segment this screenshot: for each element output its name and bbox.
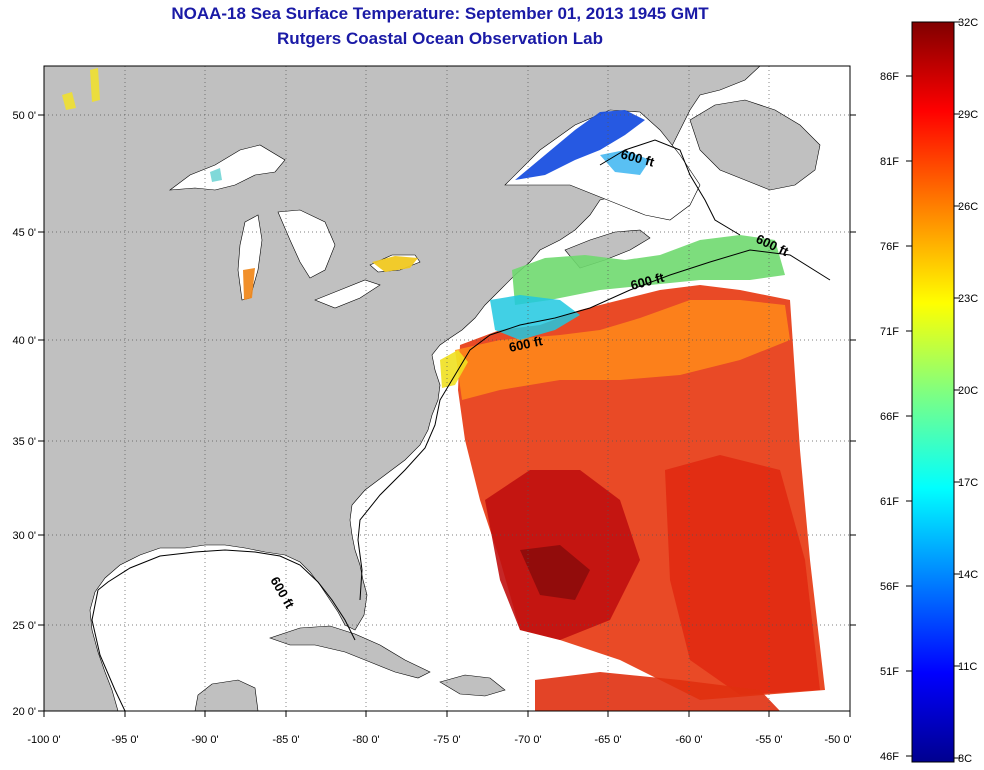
colorbar-fahrenheit-label: 76F	[880, 241, 899, 253]
north-america-land	[44, 66, 761, 711]
x-tick-label: -65 0'	[594, 734, 621, 746]
sst-cyan-shelf	[490, 295, 580, 340]
cuba	[269, 625, 431, 679]
map-subtitle: Rutgers Coastal Ocean Observation Lab	[277, 29, 603, 48]
sst-lake-erie-yellow	[372, 256, 418, 272]
colorbar-celsius-label: 11C	[958, 661, 977, 673]
x-tick-label: -80 0'	[352, 734, 379, 746]
x-tick-label: -55 0'	[755, 734, 782, 746]
lake-superior	[168, 144, 286, 191]
newfoundland	[689, 99, 821, 191]
sst-lake-michigan-orange	[243, 268, 255, 300]
y-tick-label: 50 0'	[12, 110, 36, 122]
x-tick-label: -50 0'	[824, 734, 851, 746]
sst-core-darkest	[520, 545, 590, 600]
y-tick-label: 45 0'	[12, 227, 36, 239]
y-tick-label: 35 0'	[12, 436, 36, 448]
colorbar-celsius-label: 26C	[958, 201, 978, 213]
colorbar-celsius-label: 20C	[958, 385, 978, 397]
isobath-label-midatlantic: 600 ft	[508, 333, 545, 355]
sst-lake-superior-cyan	[210, 168, 222, 182]
sst-gulf-stlawrence-blue	[515, 110, 645, 180]
sst-yellow-nw-lakes	[62, 68, 100, 110]
colorbar-fahrenheit-label: 66F	[880, 411, 899, 423]
colorbar	[911, 21, 955, 763]
hispaniola	[439, 674, 506, 697]
colorbar-fahrenheit-label: 61F	[880, 496, 899, 508]
x-tick-label: -100 0'	[27, 734, 60, 746]
colorbar-fahrenheit-label: 56F	[880, 581, 899, 593]
y-axis	[38, 114, 856, 712]
map-title: NOAA-18 Sea Surface Temperature: Septemb…	[171, 4, 709, 23]
sst-cyan-stlawrence	[600, 150, 650, 175]
colorbar-ticks	[906, 21, 960, 759]
y-tick-label: 25 0'	[12, 620, 36, 632]
colorbar-fahrenheit-label: 51F	[880, 666, 899, 678]
lake-huron	[277, 209, 336, 279]
colorbar-celsius-label: 29C	[958, 109, 978, 121]
colorbar-fahrenheit-label: 71F	[880, 326, 899, 338]
x-tick-label: -90 0'	[191, 734, 218, 746]
x-tick-label: -60 0'	[675, 734, 702, 746]
x-axis	[43, 711, 851, 717]
colorbar-celsius-label: 23C	[958, 293, 978, 305]
isobath-stlawrence	[599, 139, 741, 236]
colorbar-fahrenheit-label: 86F	[880, 71, 899, 83]
colorbar-celsius-label: 17C	[958, 477, 978, 489]
map-canvas	[44, 66, 850, 711]
yucatan	[194, 679, 259, 711]
y-tick-label: 30 0'	[12, 530, 36, 542]
x-tick-label: -95 0'	[111, 734, 138, 746]
sst-green-shelf	[512, 235, 785, 305]
colorbar-celsius-label: 14C	[958, 569, 978, 581]
colorbar-celsius-label: 8C	[958, 753, 972, 765]
sst-caribbean-red	[535, 672, 780, 711]
colorbar-celsius-label: 32C	[958, 17, 978, 29]
y-tick-label: 20 0'	[12, 706, 36, 718]
lake-erie	[314, 279, 381, 309]
isobath-600ft-line	[91, 249, 831, 711]
y-tick-label: 40 0'	[12, 335, 36, 347]
sst-orange-north	[455, 300, 790, 400]
sst-east-red	[665, 455, 820, 695]
x-tick-label: -70 0'	[514, 734, 541, 746]
colorbar-fahrenheit-label: 81F	[880, 156, 899, 168]
x-tick-label: -85 0'	[272, 734, 299, 746]
x-tick-label: -75 0'	[433, 734, 460, 746]
colorbar-fahrenheit-label: 46F	[880, 751, 899, 763]
